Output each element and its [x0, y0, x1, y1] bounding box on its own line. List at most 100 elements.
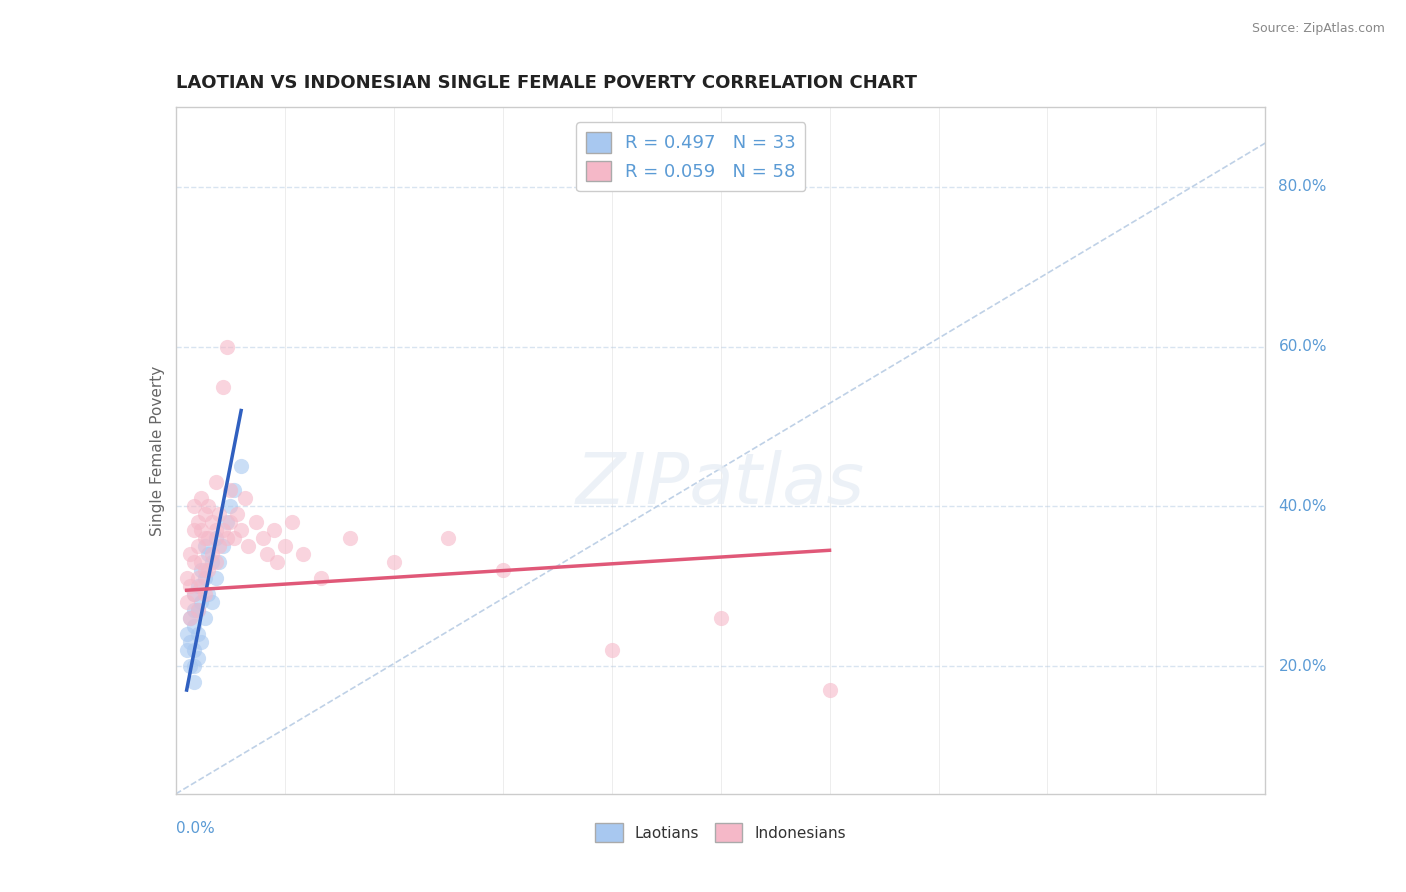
Point [186, 539, 209, 553]
Point [183, 643, 205, 657]
Point [212, 539, 235, 553]
Text: LAOTIAN VS INDONESIAN SINGLE FEMALE POVERTY CORRELATION CHART: LAOTIAN VS INDONESIAN SINGLE FEMALE POVE… [176, 74, 917, 92]
Point [204, 531, 226, 545]
Point [183, 619, 205, 633]
Point [186, 627, 209, 641]
Point [437, 531, 460, 545]
Point [208, 555, 231, 569]
Point [281, 516, 304, 530]
Point [208, 539, 231, 553]
Text: 20.0%: 20.0% [1278, 658, 1327, 673]
Point [190, 563, 212, 577]
Point [190, 555, 212, 569]
Point [201, 516, 224, 530]
Point [176, 627, 198, 641]
Point [219, 483, 242, 498]
Point [215, 516, 238, 530]
Point [215, 531, 238, 545]
Point [194, 563, 217, 577]
Point [194, 611, 217, 625]
Point [190, 635, 212, 649]
Point [183, 587, 205, 601]
Point [186, 603, 209, 617]
Point [219, 500, 242, 514]
Point [201, 555, 224, 569]
Point [186, 603, 209, 617]
Point [186, 579, 209, 593]
Legend: Laotians, Indonesians: Laotians, Indonesians [589, 817, 852, 848]
Point [197, 563, 219, 577]
Point [197, 500, 219, 514]
Point [291, 547, 314, 561]
Point [194, 531, 217, 545]
Point [179, 635, 201, 649]
Point [219, 516, 242, 530]
Point [176, 571, 198, 585]
Point [252, 531, 274, 545]
Point [183, 659, 205, 673]
Point [194, 571, 217, 585]
Point [710, 611, 733, 625]
Point [194, 587, 217, 601]
Point [183, 500, 205, 514]
Text: Source: ZipAtlas.com: Source: ZipAtlas.com [1251, 22, 1385, 36]
Point [215, 340, 238, 354]
Point [233, 491, 256, 506]
Point [197, 531, 219, 545]
Point [183, 603, 205, 617]
Point [190, 524, 212, 538]
Point [190, 491, 212, 506]
Point [382, 555, 405, 569]
Y-axis label: Single Female Poverty: Single Female Poverty [149, 366, 165, 535]
Point [179, 611, 201, 625]
Point [183, 524, 205, 538]
Text: 60.0%: 60.0% [1278, 339, 1327, 354]
Point [183, 587, 205, 601]
Text: 0.0%: 0.0% [176, 822, 215, 837]
Point [339, 531, 361, 545]
Point [201, 547, 224, 561]
Point [179, 659, 201, 673]
Point [176, 595, 198, 609]
Point [186, 571, 209, 585]
Point [183, 555, 205, 569]
Point [492, 563, 515, 577]
Point [208, 508, 231, 522]
Point [176, 643, 198, 657]
Point [197, 547, 219, 561]
Point [186, 516, 209, 530]
Point [263, 524, 285, 538]
Point [309, 571, 332, 585]
Point [231, 524, 253, 538]
Point [179, 611, 201, 625]
Point [600, 643, 623, 657]
Point [204, 524, 226, 538]
Point [226, 508, 249, 522]
Point [256, 547, 278, 561]
Point [231, 459, 253, 474]
Point [212, 379, 235, 393]
Point [179, 547, 201, 561]
Point [818, 683, 841, 698]
Point [204, 475, 226, 490]
Point [204, 555, 226, 569]
Text: 40.0%: 40.0% [1278, 499, 1327, 514]
Text: ZIPatlas: ZIPatlas [576, 450, 865, 519]
Point [222, 483, 245, 498]
Point [179, 579, 201, 593]
Point [190, 579, 212, 593]
Point [197, 587, 219, 601]
Point [238, 539, 260, 553]
Point [194, 508, 217, 522]
Point [266, 555, 288, 569]
Point [212, 524, 235, 538]
Text: 80.0%: 80.0% [1278, 179, 1327, 194]
Point [274, 539, 297, 553]
Point [190, 595, 212, 609]
Point [222, 531, 245, 545]
Point [194, 539, 217, 553]
Point [201, 595, 224, 609]
Point [245, 516, 267, 530]
Point [183, 675, 205, 690]
Point [204, 571, 226, 585]
